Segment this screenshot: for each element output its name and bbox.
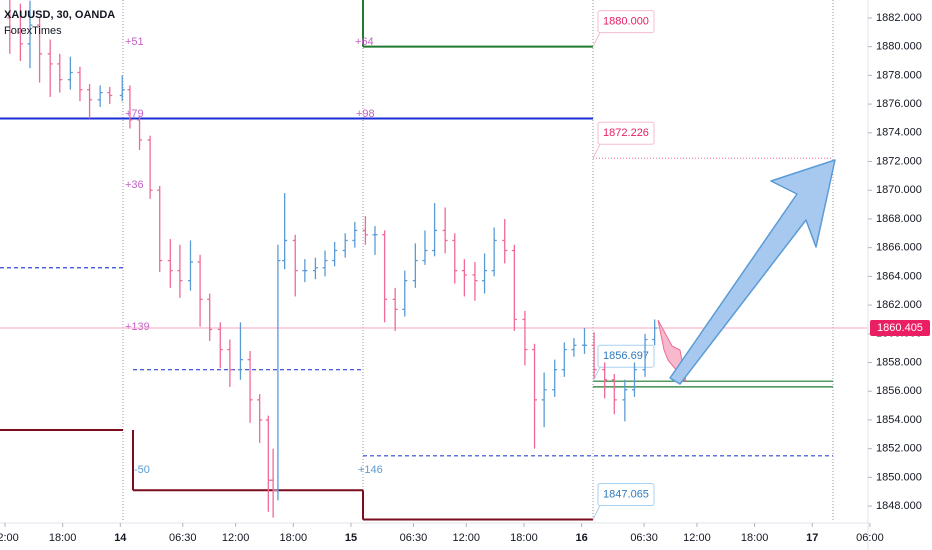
bars <box>7 0 658 518</box>
annotation: +51 <box>125 36 144 48</box>
annotation: +79 <box>125 108 144 120</box>
y-tick-label: 1858.000 <box>876 356 922 368</box>
x-tick-label: 06:30 <box>400 532 428 544</box>
y-tick-label: 1880.000 <box>876 41 922 53</box>
callout-box <box>597 344 655 368</box>
callout-label: 1880.000 <box>603 16 649 28</box>
y-tick-label: 1882.000 <box>876 12 922 24</box>
annotation: +64 <box>355 36 374 48</box>
y-tick-label: 1876.000 <box>876 98 922 110</box>
callout-label: 1856.697 <box>603 350 649 362</box>
x-tick-label: 18:00 <box>49 532 77 544</box>
y-tick-label: 1848.000 <box>876 500 922 512</box>
x-tick-label: 12:00 <box>453 532 481 544</box>
callout-pointer <box>592 505 601 520</box>
annotation: +146 <box>358 464 383 476</box>
x-tick-label: 14 <box>114 532 127 544</box>
callout-label: 1847.065 <box>603 488 649 500</box>
y-tick-label: 1870.000 <box>876 184 922 196</box>
x-tick-label: 16 <box>575 532 587 544</box>
last-price-label: 1860.405 <box>877 322 923 334</box>
y-tick-label: 1856.000 <box>876 385 922 397</box>
y-tick-label: 1878.000 <box>876 69 922 81</box>
annotation: +36 <box>125 179 144 191</box>
y-tick-label: 1854.000 <box>876 414 922 426</box>
chart-subtitle: ForexTimes <box>4 25 62 37</box>
x-tick-label: 18:00 <box>741 532 769 544</box>
annotation: +98 <box>356 108 375 120</box>
annotation: +139 <box>125 321 150 333</box>
callout-box <box>597 121 655 145</box>
callout-box <box>597 482 655 506</box>
y-tick-label: 1874.000 <box>876 127 922 139</box>
y-tick-label: 1852.000 <box>876 443 922 455</box>
callout-pointer <box>592 144 601 159</box>
annotation: -50 <box>134 464 150 476</box>
blue-arrow <box>669 159 836 385</box>
y-tick-label: 1864.000 <box>876 270 922 282</box>
callout-box <box>597 10 655 34</box>
x-tick-label: 06:30 <box>630 532 658 544</box>
x-tick-label: 06:00 <box>856 532 884 544</box>
x-tick-label: 12:00 <box>683 532 711 544</box>
y-tick-label: 1850.000 <box>876 471 922 483</box>
x-tick-label: 18:00 <box>510 532 538 544</box>
overlays <box>657 159 836 385</box>
x-tick-label: 12:00 <box>222 532 250 544</box>
y-tick-label: 1872.000 <box>876 155 922 167</box>
x-tick-label: 12:00 <box>0 532 19 544</box>
x-tick-label: 17 <box>806 532 818 544</box>
last-price-box <box>870 319 930 336</box>
x-tick-label: 18:00 <box>280 532 308 544</box>
x-tick-label: 15 <box>345 532 357 544</box>
chart-title: XAUUSD, 30, OANDA <box>4 9 115 21</box>
y-tick-label: 1866.000 <box>876 242 922 254</box>
y-tick-label: 1862.000 <box>876 299 922 311</box>
callout-pointer <box>592 32 601 47</box>
callout-pointer <box>592 366 601 382</box>
callout-label: 1872.226 <box>603 127 649 139</box>
y-tick-label: 1868.000 <box>876 213 922 225</box>
x-tick-label: 06:30 <box>169 532 197 544</box>
